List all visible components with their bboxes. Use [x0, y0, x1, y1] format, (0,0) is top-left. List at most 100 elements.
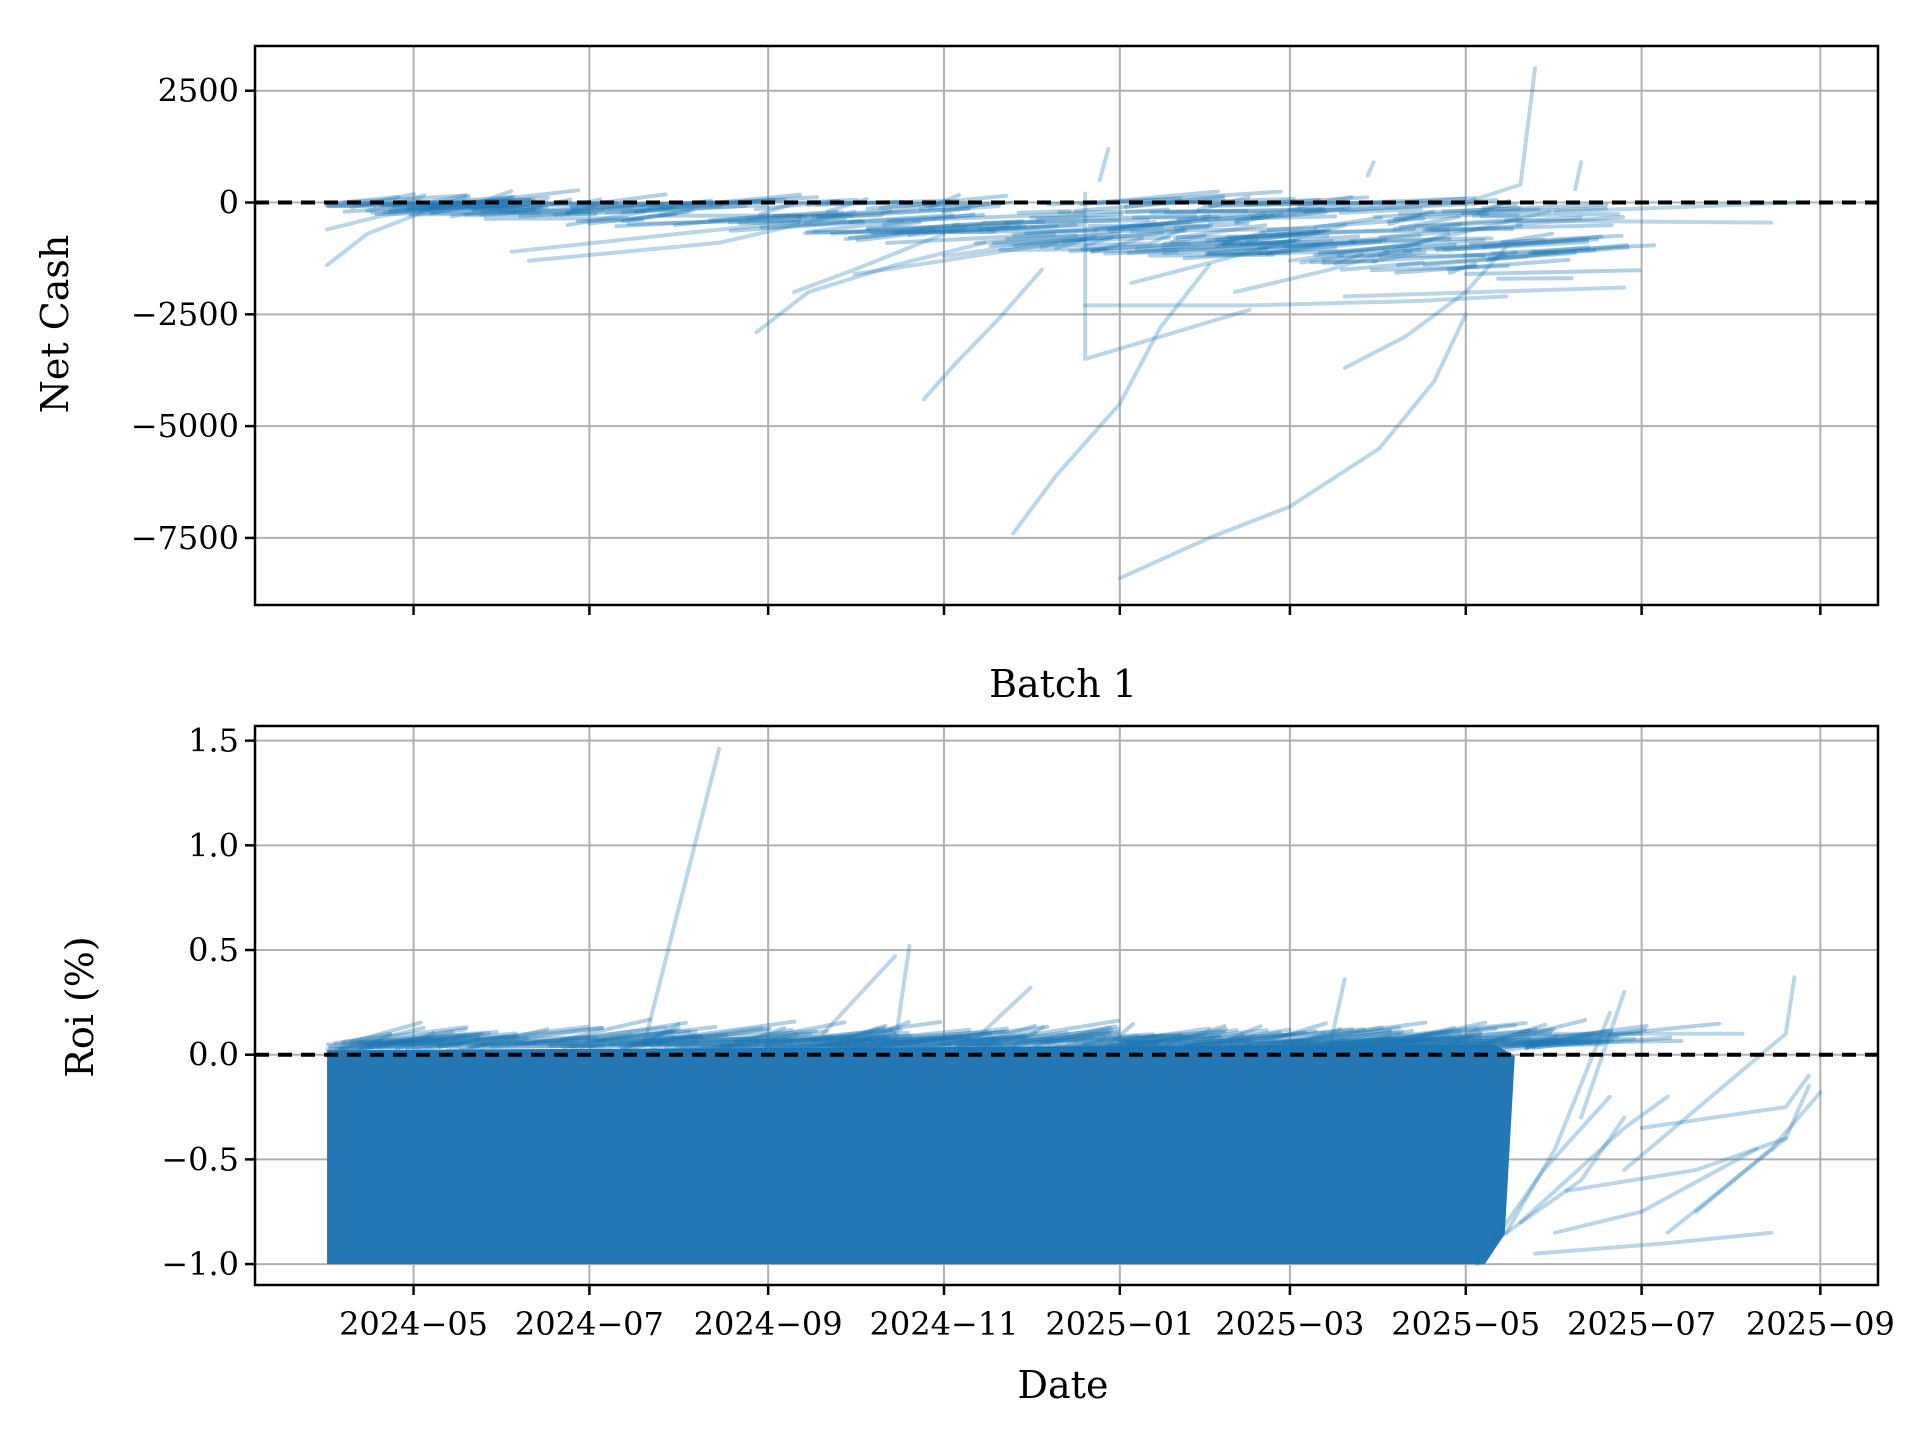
- trace-segment: [1039, 1029, 1227, 1045]
- trace-segment: [1345, 201, 1480, 213]
- trace-segment: [394, 1031, 436, 1052]
- trace-segment: [358, 1029, 499, 1045]
- trace-segment: [533, 1029, 692, 1044]
- trace-segment: [1531, 248, 1597, 255]
- x-tick-label: 2024−05: [339, 1305, 488, 1343]
- trace-segment: [1197, 1039, 1312, 1050]
- trace-segment: [737, 220, 801, 226]
- trace-segment: [900, 1030, 1038, 1052]
- trace-segment: [1531, 1034, 1620, 1050]
- trace-segment: [759, 213, 955, 230]
- trace-line: [325, 202, 442, 268]
- trace-segment: [364, 1038, 445, 1047]
- trace-segment: [472, 1024, 590, 1043]
- trace-line: [754, 240, 987, 335]
- trace-segment: [1257, 1037, 1392, 1052]
- trace-segment: [626, 217, 803, 226]
- trace-segment: [408, 1031, 484, 1047]
- trace-segment: [1209, 1042, 1402, 1051]
- trace-segment: [512, 204, 549, 214]
- trace-segment: [570, 204, 723, 212]
- net-cash-y-axis-label: Net Cash: [33, 235, 77, 414]
- trace-segment: [1481, 234, 1604, 249]
- trace-segment: [987, 223, 1084, 233]
- trace-segment: [1021, 1041, 1157, 1051]
- trace-segment: [1035, 211, 1124, 221]
- trace-segment: [473, 194, 516, 206]
- trace-segment: [1321, 251, 1507, 265]
- trace-segment: [726, 1026, 787, 1050]
- trace-segment: [1123, 194, 1225, 209]
- trace-segment: [878, 193, 1009, 211]
- trace-segment: [1317, 1037, 1345, 1051]
- trace-segment: [469, 198, 536, 211]
- trace-segment: [1321, 1034, 1391, 1050]
- trace-segment: [1088, 1042, 1253, 1049]
- trace-segment: [855, 225, 967, 243]
- trace-segment: [1054, 1033, 1206, 1049]
- trace-segment: [981, 218, 1150, 225]
- trace-segment: [1324, 1035, 1506, 1043]
- trace-segment: [342, 193, 467, 205]
- trace-segment: [325, 1043, 462, 1052]
- trace-segment: [628, 208, 695, 221]
- trace-segment: [852, 1033, 971, 1050]
- y-tick-label: −2500: [131, 295, 239, 333]
- trace-segment: [739, 1043, 843, 1051]
- trace-segment: [1205, 249, 1390, 256]
- trace-segment: [1079, 189, 1220, 207]
- trace-segment: [1270, 1042, 1420, 1052]
- trace-segment: [829, 1038, 897, 1047]
- trace-segment: [641, 1022, 681, 1046]
- trace-segment: [1475, 1027, 1538, 1046]
- trace-segment: [565, 203, 598, 216]
- net-cash-y-tick-labels: 2500 0 −2500 −5000 −7500: [131, 72, 239, 557]
- trace-segment: [337, 1025, 426, 1051]
- trace-segment: [384, 1032, 468, 1046]
- trace-segment: [971, 1042, 1004, 1048]
- trace-segment: [567, 1040, 700, 1048]
- trace-segment: [1386, 212, 1423, 224]
- trace-segment: [1208, 1024, 1263, 1050]
- trace-line: [526, 209, 857, 263]
- trace-segment: [361, 1027, 468, 1046]
- y-tick-label: −5000: [131, 407, 239, 445]
- trace-segment: [660, 192, 803, 210]
- trace-segment: [811, 1030, 991, 1044]
- trace-segment: [1477, 1031, 1642, 1049]
- trace-segment: [1129, 226, 1317, 233]
- trace-segment: [415, 1034, 518, 1052]
- trace-segment: [1282, 1038, 1459, 1046]
- trace-segment: [596, 1024, 718, 1044]
- trace-segment: [1234, 211, 1284, 225]
- trace-segment: [1423, 1040, 1594, 1052]
- trace-segment: [609, 1033, 703, 1047]
- trace-line: [325, 200, 471, 232]
- trace-segment: [1083, 235, 1114, 248]
- trace-segment: [734, 1020, 847, 1045]
- trace-segment: [1413, 215, 1583, 229]
- trace-segment: [1251, 1025, 1401, 1050]
- trace-segment: [1073, 1039, 1161, 1045]
- trace-segment: [1164, 207, 1347, 215]
- trace-segment: [1339, 260, 1425, 272]
- trace-segment: [1077, 1028, 1239, 1053]
- trace-segment: [1524, 1035, 1673, 1050]
- trace-segment: [1090, 246, 1269, 254]
- trace-segment: [1004, 232, 1120, 241]
- trace-segment: [1371, 250, 1427, 264]
- trace-segment: [1397, 206, 1522, 216]
- trace-segment: [1296, 1027, 1343, 1052]
- trace-segment: [884, 232, 1056, 245]
- trace-segment: [398, 1035, 481, 1044]
- trace-segment: [1356, 196, 1477, 205]
- trace-segment: [1266, 1047, 1437, 1053]
- trace-segment: [870, 222, 961, 236]
- trace-line: [1639, 1073, 1811, 1130]
- trace-segment: [1361, 1032, 1483, 1049]
- trace-line: [1083, 191, 1252, 361]
- trace-segment: [851, 1027, 972, 1044]
- trace-segment: [1281, 1031, 1327, 1053]
- trace-segment: [479, 202, 665, 217]
